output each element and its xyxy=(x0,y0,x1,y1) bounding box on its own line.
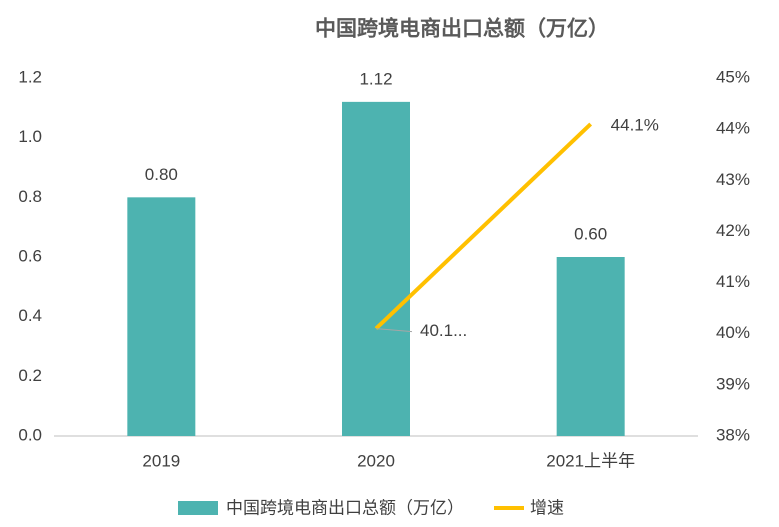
y2-tick-label: 42% xyxy=(716,221,750,240)
y2-tick-label: 44% xyxy=(716,119,750,138)
bar xyxy=(556,257,625,436)
legend-label: 中国跨境电商出口总额（万亿） xyxy=(226,498,464,517)
x-tick-label: 2021上半年 xyxy=(546,451,635,470)
y2-tick-label: 39% xyxy=(716,374,750,393)
bar xyxy=(342,101,410,436)
y2-tick-label: 38% xyxy=(716,425,750,444)
bar xyxy=(127,197,196,436)
y-tick-label: 0.8 xyxy=(18,187,42,206)
y-tick-label: 0.0 xyxy=(18,425,42,444)
x-tick-label: 2019 xyxy=(142,451,180,470)
y2-tick-label: 43% xyxy=(716,170,750,189)
y2-tick-label: 45% xyxy=(716,67,750,86)
data-label: 44.1% xyxy=(611,116,659,135)
y-tick-label: 0.4 xyxy=(18,306,42,325)
y-tick-label: 1.0 xyxy=(18,127,42,146)
leader-line xyxy=(375,328,413,333)
chart-title: 中国跨境电商出口总额（万亿） xyxy=(315,17,609,41)
data-label: 40.1... xyxy=(420,321,467,340)
y-tick-label: 0.2 xyxy=(18,366,42,385)
legend-label: 增速 xyxy=(530,498,564,517)
data-label: 1.12 xyxy=(359,69,392,88)
y-tick-label: 1.2 xyxy=(18,67,42,86)
x-tick-label: 2020 xyxy=(357,451,395,470)
data-label: 0.60 xyxy=(574,224,607,243)
legend-swatch xyxy=(178,501,218,515)
y2-tick-label: 40% xyxy=(716,323,750,342)
data-label: 0.80 xyxy=(145,165,178,184)
y-tick-label: 0.6 xyxy=(18,246,42,265)
line xyxy=(374,122,593,331)
y2-tick-label: 41% xyxy=(716,272,750,291)
